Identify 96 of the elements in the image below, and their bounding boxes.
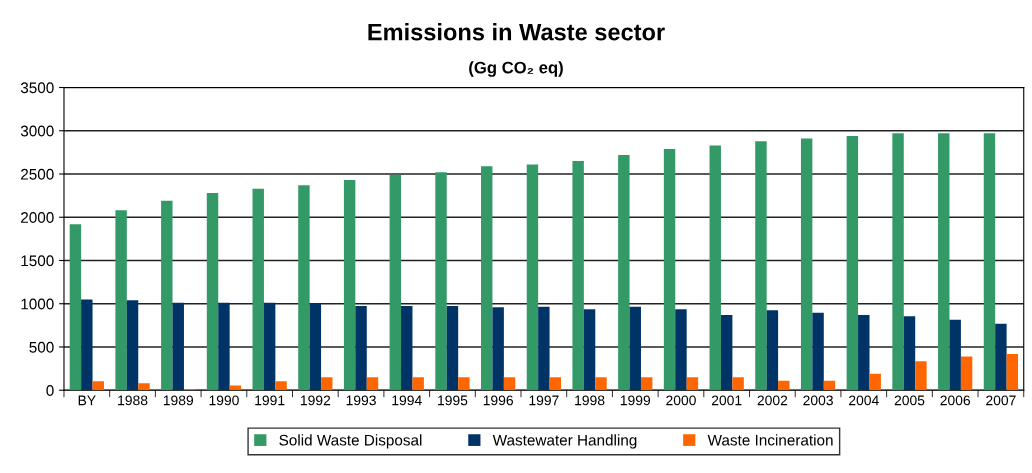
bar — [298, 185, 310, 391]
bar — [412, 377, 424, 391]
y-tick-label: 3500 — [20, 82, 54, 94]
bar — [435, 172, 447, 391]
x-tick-label: 2006 — [940, 395, 971, 406]
bar — [869, 373, 881, 391]
bar — [389, 174, 402, 391]
bar — [549, 377, 561, 391]
x-tick-label: 1995 — [438, 395, 468, 406]
bar — [892, 133, 904, 391]
bar — [663, 148, 676, 391]
bar — [81, 299, 93, 391]
y-tick-label: 2000 — [21, 212, 54, 223]
bar — [161, 200, 173, 391]
bar — [858, 314, 870, 391]
bar — [572, 161, 584, 391]
bar — [995, 323, 1007, 391]
legend-label: Wastewater Handling — [492, 434, 637, 449]
x-tick-label: 1998 — [575, 395, 605, 406]
bar — [583, 309, 596, 391]
x-tick-label: 2000 — [666, 395, 696, 406]
bar — [812, 312, 824, 391]
bar — [732, 377, 744, 391]
x-tick-label: 1991 — [255, 395, 285, 406]
bar — [309, 303, 322, 391]
bar — [720, 314, 733, 391]
x-tick-label: 2004 — [849, 395, 879, 406]
x-tick-label: 1992 — [300, 395, 331, 406]
bar — [800, 138, 813, 391]
y-tick-label: 0 — [46, 385, 54, 396]
x-tick-label: 1993 — [346, 395, 376, 406]
bar — [595, 377, 607, 391]
bar — [503, 377, 516, 391]
bar — [938, 133, 950, 391]
bar — [446, 305, 459, 391]
y-tick-label: 500 — [29, 341, 54, 353]
bar — [401, 305, 413, 391]
x-tick-label: 1997 — [529, 395, 559, 406]
bar — [983, 133, 996, 391]
bar — [458, 377, 470, 391]
bar — [538, 306, 550, 391]
x-tick-label: 1996 — [483, 395, 513, 406]
bar — [949, 319, 961, 391]
bar — [172, 302, 184, 391]
x-tick-label: 1988 — [118, 395, 148, 406]
y-tick-label: 2500 — [21, 168, 54, 180]
bar — [640, 377, 653, 391]
bar — [846, 135, 859, 391]
bar — [823, 380, 836, 391]
chart-title: Emissions in Waste sector — [368, 23, 665, 41]
bar — [229, 385, 242, 391]
bar — [778, 380, 790, 391]
x-tick-label: 1989 — [163, 395, 194, 406]
bar — [492, 307, 504, 391]
bar — [1006, 353, 1019, 391]
y-tick-label: 3000 — [20, 125, 54, 137]
x-tick-label: 2002 — [757, 395, 788, 406]
bar — [321, 377, 333, 391]
bar — [343, 180, 356, 391]
bar — [481, 166, 493, 391]
x-tick-label: 2001 — [711, 395, 742, 406]
x-tick-label: 2005 — [894, 395, 925, 406]
bar — [218, 302, 230, 391]
bar — [275, 381, 287, 391]
bar — [138, 383, 150, 391]
chart-subtitle: (Gg CO₂ eq) — [469, 61, 563, 77]
bar — [960, 356, 973, 391]
bar — [526, 164, 539, 391]
legend-label: Waste Incineration — [707, 434, 833, 446]
y-tick-label: 1500 — [21, 255, 54, 267]
x-tick-label: 2003 — [803, 395, 833, 406]
bar — [115, 210, 127, 391]
bar — [355, 305, 367, 391]
bar — [618, 154, 630, 391]
bar — [675, 309, 687, 391]
bar — [629, 306, 641, 391]
bar — [766, 310, 779, 391]
legend-label: Solid Waste Disposal — [279, 434, 422, 449]
x-tick-label: 1999 — [620, 395, 651, 406]
x-tick-label: BY — [78, 395, 96, 406]
bar — [263, 302, 276, 391]
bar — [686, 377, 699, 391]
bar — [915, 361, 927, 391]
bar — [903, 316, 916, 391]
bar — [709, 145, 721, 391]
x-tick-label: 1990 — [209, 395, 239, 406]
y-tick-label: 1000 — [21, 298, 54, 310]
x-tick-label: 2007 — [986, 395, 1016, 406]
bar — [126, 300, 139, 391]
bar — [92, 381, 104, 391]
bar — [69, 224, 82, 391]
bar — [252, 188, 264, 391]
bar — [206, 193, 219, 391]
x-tick-label: 1994 — [392, 395, 422, 406]
bar — [755, 141, 767, 391]
bar — [366, 377, 379, 391]
